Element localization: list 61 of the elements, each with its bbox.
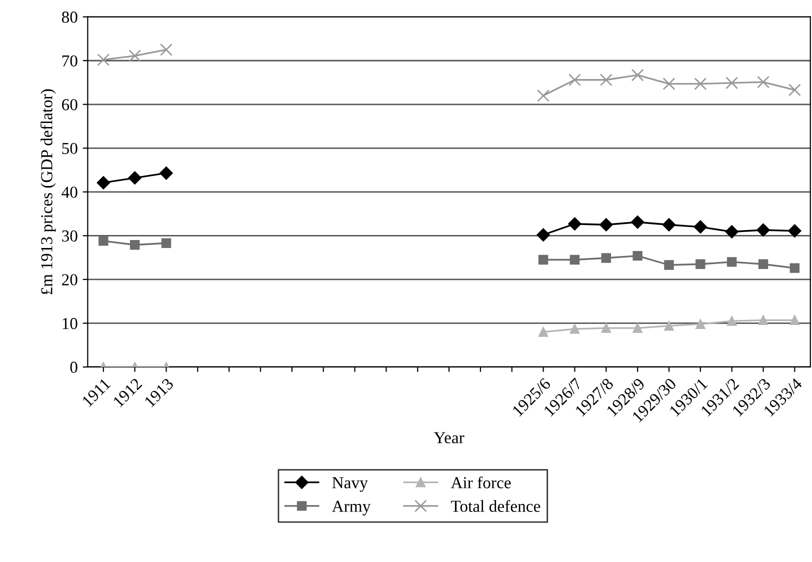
point — [632, 323, 642, 333]
point — [788, 84, 801, 96]
y-tick-label: 30 — [62, 230, 78, 242]
legend-label: Total defence — [450, 500, 540, 512]
point — [758, 315, 768, 326]
x-axis-title: Year — [434, 432, 464, 444]
point — [790, 263, 800, 273]
point — [130, 240, 140, 250]
point — [538, 327, 548, 337]
point — [161, 238, 172, 248]
y-tick-label: 0 — [70, 362, 78, 373]
point — [570, 324, 580, 334]
point — [664, 320, 674, 331]
point — [631, 68, 644, 82]
y-tick-label: 50 — [62, 142, 78, 154]
y-tick-label: 70 — [62, 55, 78, 67]
y-axis-title: £m 1913 prices (GDP deflator) — [40, 89, 56, 294]
point — [537, 89, 550, 102]
point — [160, 43, 172, 56]
point — [98, 236, 108, 246]
point — [726, 257, 737, 267]
legend-label: Air force — [450, 476, 511, 488]
point — [696, 319, 706, 329]
y-tick-label: 60 — [62, 99, 78, 110]
y-tick-label: 20 — [62, 274, 78, 286]
point — [662, 78, 676, 90]
point — [160, 166, 173, 180]
point — [790, 315, 800, 326]
point — [568, 217, 582, 230]
point — [696, 259, 706, 269]
x-tick-label: 1911 — [82, 378, 111, 408]
legend-label: Navy — [332, 477, 368, 492]
point — [600, 218, 613, 232]
point — [694, 220, 707, 234]
point — [536, 228, 550, 242]
y-tick-label: 40 — [62, 186, 78, 198]
point — [601, 253, 611, 263]
point — [630, 216, 644, 229]
point — [632, 250, 642, 261]
point — [726, 76, 738, 90]
y-tick-label: 80 — [62, 12, 78, 23]
point — [726, 316, 737, 326]
point — [600, 74, 612, 86]
point — [570, 254, 580, 265]
point — [128, 171, 142, 185]
point — [128, 50, 142, 62]
point — [96, 176, 110, 190]
point — [568, 74, 581, 86]
point — [662, 218, 676, 232]
point — [694, 78, 707, 90]
point — [758, 259, 768, 269]
point — [97, 54, 110, 66]
point — [601, 323, 611, 333]
y-tick-label: 10 — [62, 318, 78, 330]
point — [788, 224, 802, 238]
legend-label: Army — [332, 500, 371, 516]
point — [538, 254, 548, 265]
point — [756, 223, 770, 237]
point — [756, 76, 770, 88]
point — [725, 225, 738, 238]
point — [664, 260, 674, 270]
